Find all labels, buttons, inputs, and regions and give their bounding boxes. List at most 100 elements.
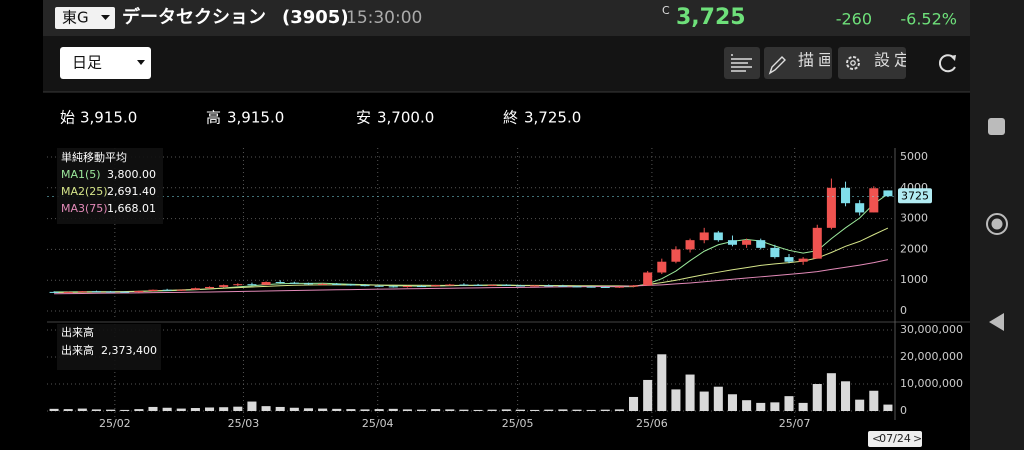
candle-body (770, 247, 780, 258)
candle-body (49, 291, 59, 293)
candle-body (501, 284, 511, 286)
period-dropdown[interactable] (60, 47, 151, 79)
volume-bar (530, 409, 540, 411)
candle-body (657, 261, 667, 273)
candle-body (798, 258, 808, 262)
change-pct: -6.52% (900, 10, 957, 29)
home-dot (991, 218, 1003, 230)
market-selector[interactable] (55, 7, 115, 29)
caret (137, 60, 145, 65)
volume-bar (417, 409, 427, 411)
volume-legend-name: 出来高 (61, 343, 94, 357)
refresh-arrow (950, 55, 956, 61)
volume-bar (742, 400, 752, 411)
ohlc-row: 始 3,915.0 高 3,915.0 安 3,700.0 終 3,725.0 (60, 109, 581, 127)
candle-body (812, 227, 822, 259)
volume-bar (657, 354, 667, 411)
candle-body (713, 232, 723, 241)
candle-body (148, 289, 158, 291)
ohlc-value: 3,915.0 (227, 109, 284, 127)
volume-bar (275, 406, 285, 411)
candle-body (417, 286, 427, 288)
volume-bar (318, 408, 328, 411)
candle-body (742, 240, 752, 245)
ma-legend-title: 単純移動平均 (61, 150, 127, 164)
ohlc-label: 安 (356, 109, 371, 127)
ma-line (54, 259, 889, 295)
volume-legend-title: 出来高 (61, 325, 94, 339)
candle-body (685, 240, 695, 250)
candle-body (303, 283, 313, 285)
candle-body (445, 284, 455, 286)
price: 3,725 (676, 5, 746, 30)
candle-body (459, 284, 469, 286)
volume-legend (57, 324, 161, 370)
ohlc-value: 3,725.0 (524, 109, 581, 127)
back-button[interactable] (989, 313, 1004, 331)
candle-body (106, 291, 116, 293)
volume-bar (756, 402, 766, 411)
volume-bar (487, 409, 497, 411)
date-next: > (913, 432, 922, 445)
volume-bar (586, 409, 596, 411)
settings-label: 設定 (874, 51, 914, 70)
volume-bar (826, 373, 836, 411)
candle-body (346, 284, 356, 286)
volume-bar (303, 408, 313, 411)
candle-body (530, 285, 540, 287)
x-tick-label: 25/02 (99, 417, 131, 430)
caret (101, 15, 110, 20)
volume-bar (402, 409, 412, 411)
volume-bar (120, 409, 130, 411)
recents-button[interactable] (988, 118, 1005, 135)
volume-bar (332, 408, 342, 411)
x-tick-label: 25/03 (228, 417, 260, 430)
volume-bar (219, 407, 229, 411)
candle-body (756, 240, 766, 248)
gear-hub (850, 60, 856, 66)
volume-legend-value: 2,373,400 (101, 344, 157, 357)
candle-body (699, 232, 709, 241)
market: 東G (62, 9, 89, 27)
ohlc-value: 3,700.0 (377, 109, 434, 127)
ohlc-label: 終 (503, 109, 518, 127)
volume-bar (360, 409, 370, 411)
volume-bar (501, 409, 511, 411)
volume-bar (600, 409, 610, 411)
volume-bar (671, 389, 681, 411)
stock-code: (3905) (282, 7, 349, 28)
volume-bar (261, 406, 271, 411)
volume-bar (134, 409, 144, 411)
plot: 25/02 25/03 25/04 25/05 25/06 25/07 0 1000 2000 3… (47, 148, 970, 447)
volume-bar (247, 401, 257, 411)
last-price-label: 3725 (901, 189, 929, 202)
candle-body (784, 257, 794, 262)
candle-body (586, 286, 596, 288)
home-button[interactable] (986, 213, 1008, 235)
candle-body (261, 282, 271, 285)
volume-bar (176, 408, 186, 411)
y-tick-label: 0 (900, 404, 907, 417)
volume-bar (713, 386, 723, 411)
price-flag: C (662, 4, 670, 17)
pencil-icon (768, 56, 786, 75)
date-prev: < (872, 432, 881, 445)
refresh-icon[interactable] (938, 54, 956, 73)
draw-button[interactable] (764, 47, 832, 79)
ma-legend (57, 148, 163, 224)
candle-body (91, 291, 101, 293)
candle-body (614, 286, 624, 288)
volume-bar (629, 396, 639, 411)
header-bar (43, 0, 970, 36)
change: -260 (836, 10, 872, 29)
volume-bar (770, 402, 780, 411)
candle-body (318, 283, 328, 285)
volume-bar (148, 406, 158, 411)
candle-body (515, 285, 525, 287)
volume-bar (473, 409, 483, 411)
candle-body (332, 283, 342, 285)
volume-bar (106, 409, 116, 411)
settings-button[interactable] (838, 47, 906, 79)
candle-body (431, 285, 441, 287)
candle-body (205, 286, 215, 289)
